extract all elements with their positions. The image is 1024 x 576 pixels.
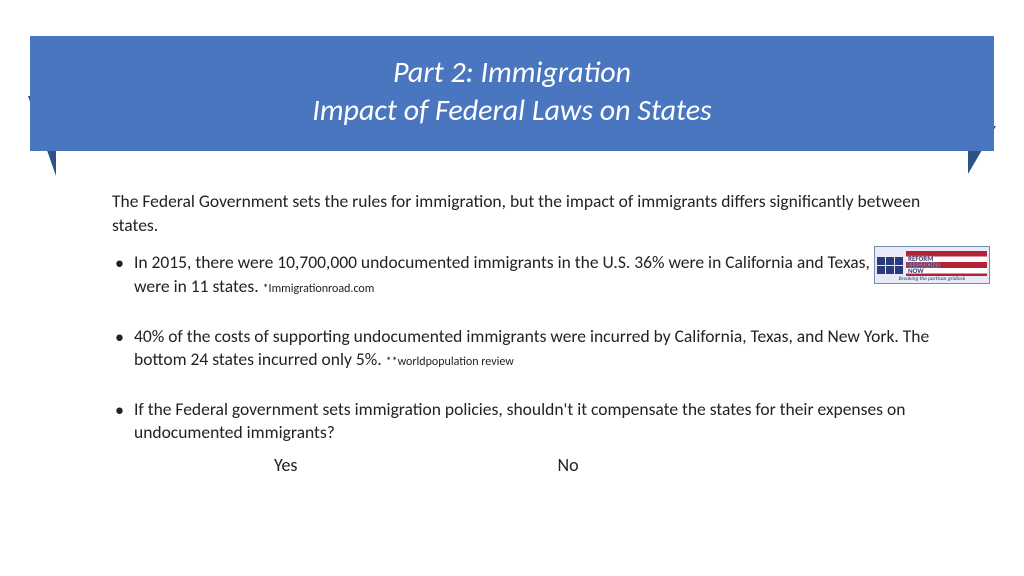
bullet-item: In 2015, there were 10,700,000 undocumen…: [112, 251, 964, 298]
bullet-text: In 2015, there were 10,700,000 undocumen…: [134, 251, 946, 297]
title-banner: Part 2: Immigration Impact of Federal La…: [30, 36, 994, 151]
choice-yes: Yes: [274, 453, 297, 477]
logo-line3: NOW: [908, 268, 939, 274]
logo-checkboxes-icon: [877, 257, 903, 274]
bullet-list: In 2015, there were 10,700,000 undocumen…: [112, 251, 964, 477]
bullet-text: If the Federal government sets immigrati…: [134, 398, 905, 444]
yes-no-row: Yes No: [134, 453, 964, 477]
intro-text: The Federal Government sets the rules fo…: [112, 190, 964, 237]
choice-no: No: [557, 453, 578, 477]
logo-tagline: Breaking the partisan gridlock: [875, 276, 989, 282]
logo-text: REFORM ELECTIONS NOW: [908, 256, 939, 275]
reform-elections-logo: REFORM ELECTIONS NOW Breaking the partis…: [874, 246, 990, 284]
banner-body: Part 2: Immigration Impact of Federal La…: [30, 36, 994, 151]
citation: **worldpopulation review: [386, 355, 514, 369]
logo-flag-icon: REFORM ELECTIONS NOW: [906, 251, 987, 279]
banner-title-line1: Part 2: Immigration: [60, 54, 964, 92]
banner-title-line2: Impact of Federal Laws on States: [60, 92, 964, 130]
bullet-text: 40% of the costs of supporting undocumen…: [134, 325, 929, 371]
citation: *Immigrationroad.com: [263, 282, 375, 296]
slide-content: The Federal Government sets the rules fo…: [112, 190, 964, 503]
bullet-item: 40% of the costs of supporting undocumen…: [112, 325, 964, 372]
bullet-item: If the Federal government sets immigrati…: [112, 398, 964, 478]
